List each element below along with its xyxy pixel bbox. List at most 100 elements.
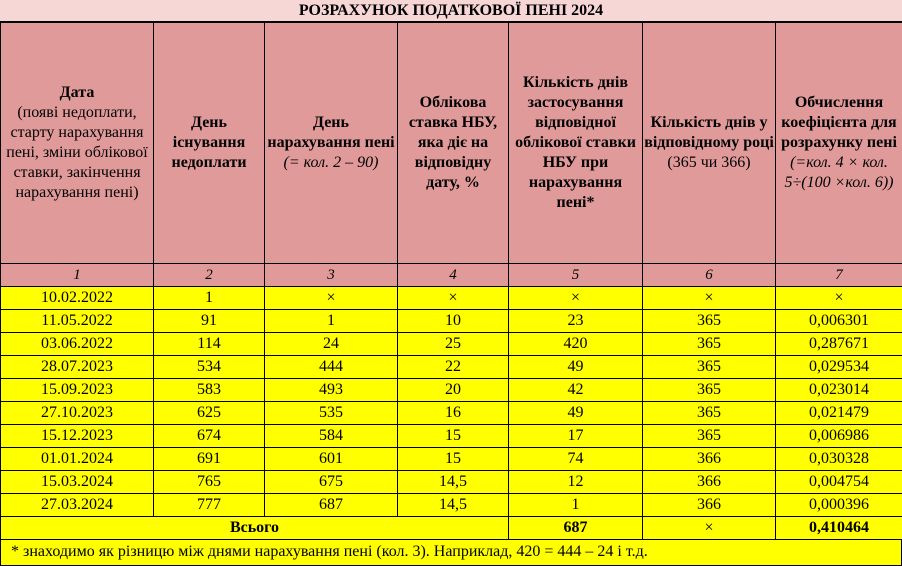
total-label: Всього — [1, 517, 509, 540]
rate-cell: 25 — [398, 333, 509, 356]
column-header-note: (появі недоплати, старту нарахування пен… — [1, 103, 153, 203]
date-cell: 10.02.2022 — [1, 287, 154, 310]
column-header-6: Кількість днів у відповідному році(365 ч… — [643, 23, 776, 264]
column-header-5: Кількість днів застосування відповідної … — [509, 23, 643, 264]
column-header-2: День існування недоплати — [154, 23, 265, 264]
date-cell: 15.12.2023 — [1, 425, 154, 448]
column-number: 3 — [265, 264, 398, 287]
column-number: 1 — [1, 264, 154, 287]
header-row: Дата(появі недоплати, старту нарахування… — [1, 23, 902, 264]
year-days-cell: 365 — [643, 356, 776, 379]
penalty-day-cell: 444 — [265, 356, 398, 379]
column-header-formula: (= кол. 2 – 90) — [265, 153, 397, 173]
coefficient-cell: 0,006301 — [776, 310, 902, 333]
column-header-title: День існування недоплати — [154, 113, 264, 173]
coefficient-cell: 0,004754 — [776, 471, 902, 494]
coefficient-cell: 0,021479 — [776, 402, 902, 425]
column-header-title: Обчислення коефіцієнта для розрахунку пе… — [776, 93, 902, 153]
applied-days-cell: 49 — [509, 356, 643, 379]
year-days-cell: 365 — [643, 333, 776, 356]
applied-days-cell: 49 — [509, 402, 643, 425]
penalty-day-cell: × — [265, 287, 398, 310]
rate-cell: 14,5 — [398, 471, 509, 494]
year-days-cell: 365 — [643, 310, 776, 333]
column-number: 6 — [643, 264, 776, 287]
overdue-day-cell: 91 — [154, 310, 265, 333]
date-cell: 28.07.2023 — [1, 356, 154, 379]
year-days-cell: 365 — [643, 425, 776, 448]
date-cell: 27.10.2023 — [1, 402, 154, 425]
column-header-formula: (=кол. 4 × кол. 5÷(100 ×кол. 6)) — [776, 153, 902, 193]
date-cell: 11.05.2022 — [1, 310, 154, 333]
total-days: 687 — [509, 517, 643, 540]
year-days-cell: 365 — [643, 402, 776, 425]
column-number: 2 — [154, 264, 265, 287]
rate-cell: 20 — [398, 379, 509, 402]
rate-cell: 15 — [398, 425, 509, 448]
year-days-cell: 366 — [643, 471, 776, 494]
date-cell: 27.03.2024 — [1, 494, 154, 517]
column-number: 5 — [509, 264, 643, 287]
coefficient-cell: 0,000396 — [776, 494, 902, 517]
applied-days-cell: 12 — [509, 471, 643, 494]
overdue-day-cell: 691 — [154, 448, 265, 471]
column-header-title: Кількість днів застосування відповідної … — [509, 73, 642, 213]
penalty-day-cell: 493 — [265, 379, 398, 402]
rate-cell: 22 — [398, 356, 509, 379]
year-days-cell: 365 — [643, 379, 776, 402]
penalty-day-cell: 1 — [265, 310, 398, 333]
total-year-days: × — [643, 517, 776, 540]
column-header-4: Облікова ставка НБУ, яка діє на відповід… — [398, 23, 509, 264]
column-number: 7 — [776, 264, 902, 287]
penalty-day-cell: 601 — [265, 448, 398, 471]
penalty-day-cell: 584 — [265, 425, 398, 448]
coefficient-cell: 0,287671 — [776, 333, 902, 356]
penalty-table: Дата(появі недоплати, старту нарахування… — [0, 22, 902, 540]
column-header-title: День нарахування пені — [265, 113, 397, 153]
applied-days-cell: 420 — [509, 333, 643, 356]
applied-days-cell: 42 — [509, 379, 643, 402]
coefficient-cell: 0,006986 — [776, 425, 902, 448]
date-cell: 15.03.2024 — [1, 471, 154, 494]
rate-cell: 16 — [398, 402, 509, 425]
column-header-note: (365 чи 366) — [643, 153, 775, 173]
penalty-day-cell: 24 — [265, 333, 398, 356]
overdue-day-cell: 765 — [154, 471, 265, 494]
date-cell: 15.09.2023 — [1, 379, 154, 402]
coefficient-cell: 0,030328 — [776, 448, 902, 471]
applied-days-cell: × — [509, 287, 643, 310]
overdue-day-cell: 1 — [154, 287, 265, 310]
coefficient-cell: × — [776, 287, 902, 310]
overdue-day-cell: 114 — [154, 333, 265, 356]
column-header-1: Дата(появі недоплати, старту нарахування… — [1, 23, 154, 264]
sheet-title: РОЗРАХУНОК ПОДАТКОВОЇ ПЕНІ 2024 — [0, 0, 902, 22]
total-coefficient: 0,410464 — [776, 517, 902, 540]
column-header-title: Дата — [1, 83, 153, 103]
penalty-day-cell: 687 — [265, 494, 398, 517]
coefficient-cell: 0,023014 — [776, 379, 902, 402]
overdue-day-cell: 777 — [154, 494, 265, 517]
applied-days-cell: 17 — [509, 425, 643, 448]
rate-cell: × — [398, 287, 509, 310]
overdue-day-cell: 534 — [154, 356, 265, 379]
overdue-day-cell: 583 — [154, 379, 265, 402]
column-number: 4 — [398, 264, 509, 287]
column-header-title: Кількість днів у відповідному році — [643, 113, 775, 153]
penalty-day-cell: 535 — [265, 402, 398, 425]
date-cell: 01.01.2024 — [1, 448, 154, 471]
overdue-day-cell: 625 — [154, 402, 265, 425]
penalty-day-cell: 675 — [265, 471, 398, 494]
applied-days-cell: 74 — [509, 448, 643, 471]
